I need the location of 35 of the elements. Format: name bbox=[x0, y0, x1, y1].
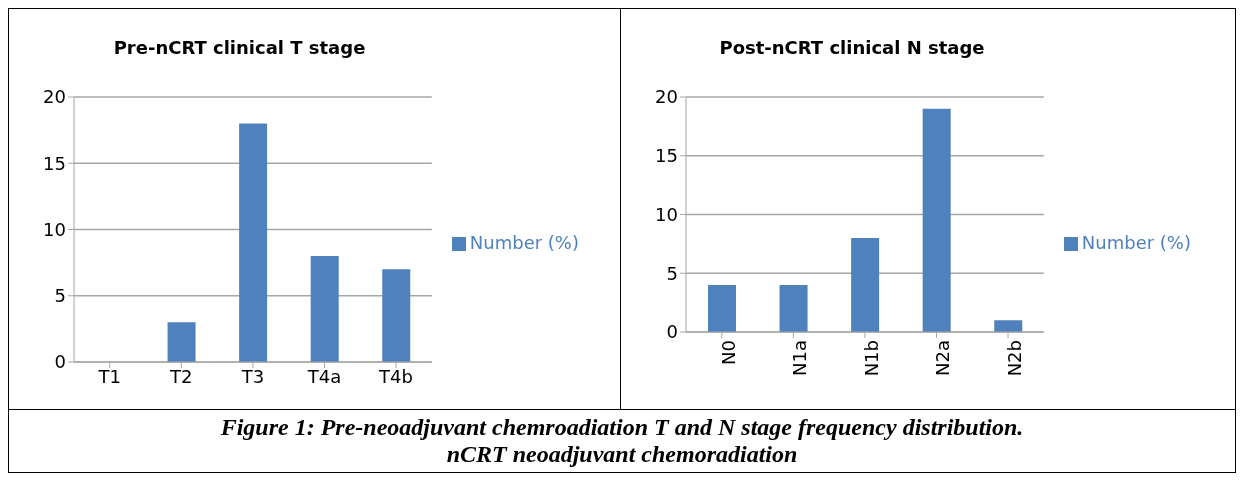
y-tick-label: 0 bbox=[54, 351, 66, 373]
y-tick-label: 0 bbox=[666, 321, 678, 343]
y-tick-label: 10 bbox=[655, 203, 678, 225]
x-tick-label: T1 bbox=[97, 365, 122, 387]
x-tick-label: T2 bbox=[169, 365, 193, 387]
bar bbox=[708, 285, 736, 332]
chart-title: Post-nCRT clinical N stage bbox=[718, 36, 986, 60]
y-tick-label: 15 bbox=[43, 152, 66, 174]
bar bbox=[239, 123, 268, 362]
bar bbox=[779, 285, 808, 332]
x-tick-label: N0 bbox=[717, 340, 739, 365]
y-tick-label: 15 bbox=[655, 145, 678, 167]
x-tick-label: N2a bbox=[932, 340, 954, 376]
bar bbox=[994, 320, 1023, 332]
x-tick-label: N1b bbox=[860, 340, 882, 377]
legend-label: Number (%) bbox=[1081, 231, 1191, 253]
bar bbox=[310, 256, 339, 362]
x-tick-label: T3 bbox=[240, 365, 265, 387]
bar bbox=[167, 322, 196, 362]
caption: Figure 1: Pre-neoadjuvant chemroadiation T and N stage frequency distribution. bbox=[219, 414, 1025, 441]
chart-title: Pre-nCRT clinical T stage bbox=[112, 36, 367, 60]
x-tick-label: T4a bbox=[306, 365, 342, 387]
y-tick-label: 20 bbox=[655, 86, 678, 108]
bar bbox=[382, 269, 411, 362]
x-tick-label: N1a bbox=[789, 340, 811, 376]
x-tick-label: N2b bbox=[1003, 340, 1025, 377]
text: nCRT neoadjuvant chemoradiation bbox=[445, 441, 799, 468]
x-tick-label: T4b bbox=[378, 365, 413, 387]
bar bbox=[922, 108, 951, 332]
y-tick-label: 5 bbox=[666, 262, 678, 284]
bar bbox=[851, 238, 880, 332]
y-tick-label: 20 bbox=[43, 86, 66, 108]
y-tick-label: 5 bbox=[54, 285, 66, 307]
y-tick-label: 10 bbox=[43, 218, 66, 240]
legend-label: Number (%) bbox=[469, 231, 579, 253]
